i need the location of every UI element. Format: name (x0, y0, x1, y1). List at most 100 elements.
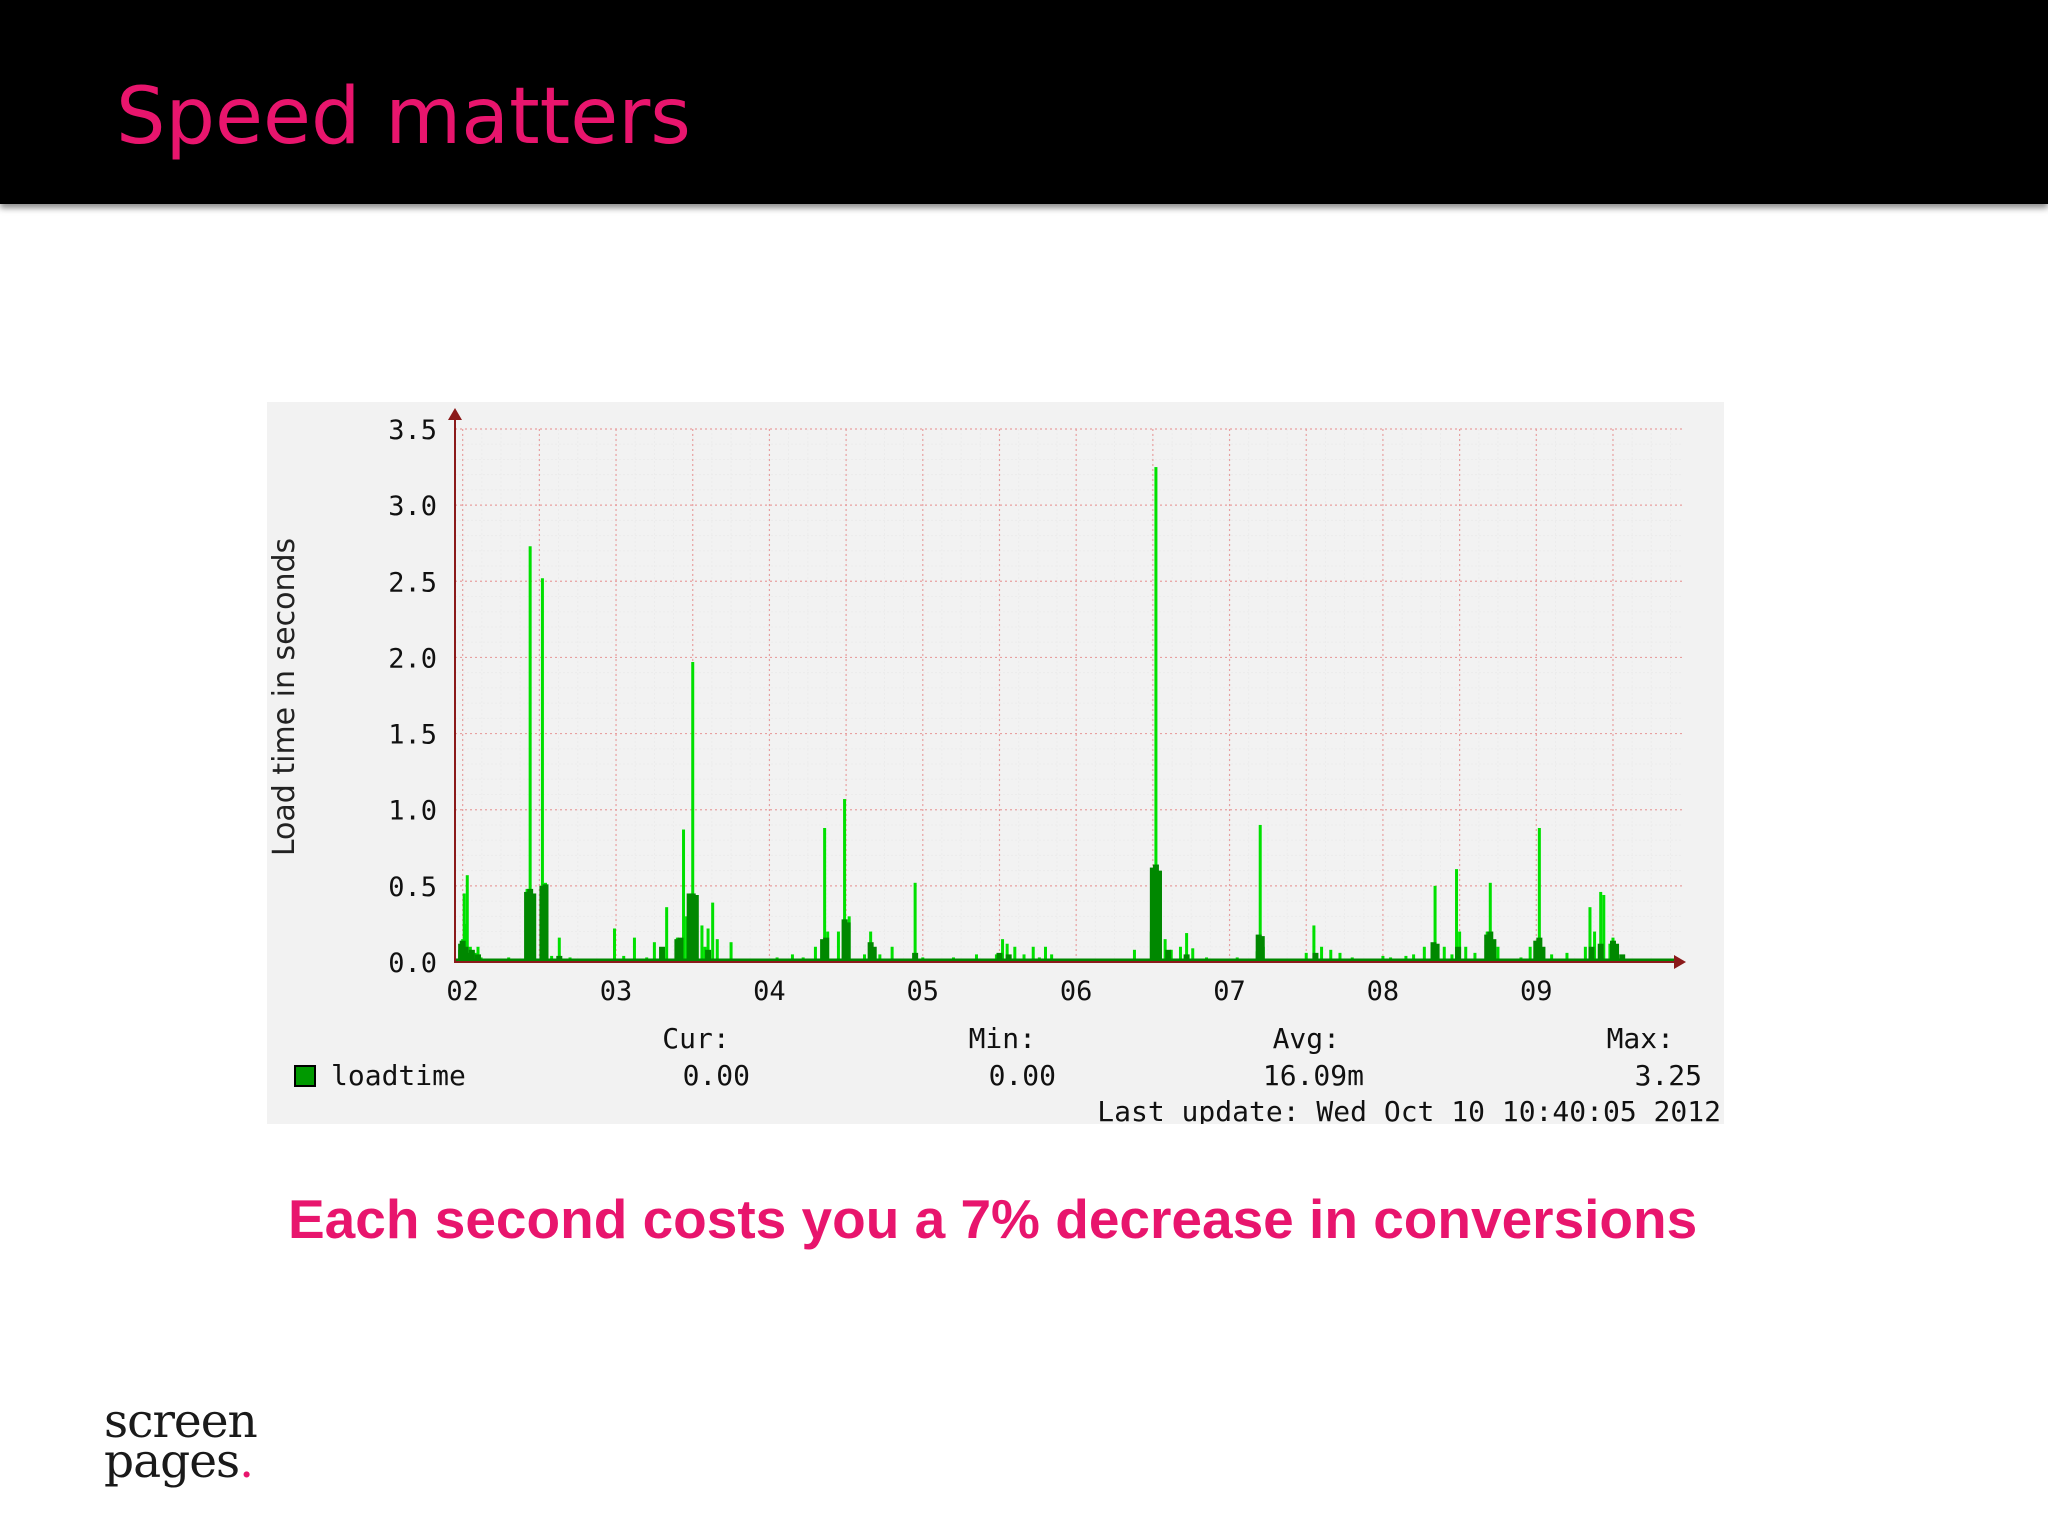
bar-avg (1588, 946, 1595, 962)
bar-avg (524, 891, 531, 962)
bar-avg (1165, 949, 1172, 962)
bar-avg (468, 949, 475, 962)
bar-avg (674, 939, 681, 962)
bar-max (465, 875, 469, 962)
legend-series-label: loadtime (331, 1059, 466, 1092)
bar-avg (1609, 940, 1616, 962)
bar-avg (1255, 934, 1262, 962)
stat-cur-value: 0.00 (683, 1059, 750, 1092)
bar-avg (542, 884, 549, 962)
bar-avg (912, 952, 919, 962)
y-tick-label: 0.0 (388, 948, 437, 979)
bar-max (1473, 952, 1477, 962)
bar-max (1178, 946, 1182, 962)
bar-max (1050, 954, 1054, 962)
bar-avg (1433, 943, 1440, 962)
bar-max (863, 954, 867, 962)
bar-max (1442, 946, 1446, 962)
bar-max (706, 928, 710, 962)
bar-max (1433, 885, 1437, 962)
legend: loadtime Cur: 0.00 Min: 0.00 Avg: 16.09m… (294, 1022, 1721, 1124)
bar-avg (1152, 864, 1159, 962)
bar-max (1043, 946, 1047, 962)
loadtime-chart: 0.0 0.5 1.0 1.5 2.0 2.5 3.0 3.5 02 03 04 05 06 07 08 09… (267, 408, 1721, 1124)
bar-avg (677, 937, 684, 962)
bar-avg (1455, 946, 1462, 962)
chart-panel: 0.0 0.5 1.0 1.5 2.0 2.5 3.0 3.5 02 03 04 05 06 07 08 09… (267, 402, 1724, 1124)
bar-max (557, 937, 561, 962)
bar-avg (1487, 931, 1494, 962)
bar-max (1602, 894, 1606, 962)
bar-max (1488, 882, 1492, 962)
bar-max (1450, 954, 1454, 962)
bar-avg (1005, 954, 1012, 962)
bar-max (1185, 933, 1189, 962)
bar-max (528, 546, 532, 962)
bars-layer (455, 467, 1674, 962)
bar-max (1583, 946, 1587, 962)
bar-avg (1312, 952, 1319, 962)
bar-max (1455, 869, 1459, 962)
bar-max (823, 827, 827, 962)
bar-max (1005, 943, 1009, 962)
bar-avg (823, 937, 830, 962)
bar-avg (1430, 942, 1437, 962)
legend-swatch (294, 1065, 316, 1087)
bar-max (836, 931, 840, 962)
bar-max (790, 954, 794, 962)
bar-max (1464, 946, 1468, 962)
stat-max-label: Max: (1607, 1022, 1674, 1055)
stat-cur-label: Cur: (662, 1022, 729, 1055)
bar-max (1496, 946, 1500, 962)
bar-max (462, 893, 466, 962)
logo-line-2: pages. (104, 1438, 257, 1485)
y-tick-label: 1.5 (388, 720, 437, 751)
bar-max (464, 923, 468, 962)
bar-max (1169, 949, 1173, 962)
bar-max (1412, 954, 1416, 962)
bar-avg (1539, 946, 1546, 962)
bar-max (913, 882, 917, 962)
bar-max (1031, 946, 1035, 962)
stat-avg-value: 16.09m (1263, 1059, 1364, 1092)
bar-max (715, 939, 719, 962)
bar-avg (689, 893, 696, 962)
bar-max (473, 952, 477, 962)
x-tick-label: 04 (753, 976, 786, 1007)
bar-max (994, 954, 998, 962)
bar-avg (465, 952, 472, 962)
y-tick-label: 0.5 (388, 872, 437, 903)
bar-max (613, 928, 617, 962)
bar-max (1191, 948, 1195, 962)
bar-avg (459, 940, 466, 962)
bar-avg (530, 893, 537, 962)
bar-max (813, 946, 817, 962)
logo-dot: . (239, 1434, 254, 1489)
bar-max (665, 907, 669, 962)
bar-max (1258, 824, 1262, 962)
bar-max (703, 946, 707, 962)
slide-title: Speed matters (116, 72, 691, 162)
bar-avg (692, 894, 699, 962)
stat-avg-label: Avg: (1273, 1022, 1340, 1055)
bar-max (843, 799, 847, 962)
stat-min-value: 0.00 (989, 1059, 1056, 1092)
bar-max (1132, 949, 1136, 962)
y-tick-label: 3.5 (388, 415, 437, 446)
grid-layer (455, 428, 1682, 962)
labels-layer: 0.0 0.5 1.0 1.5 2.0 2.5 3.0 3.5 02 03 04 05 06 07 08 09 (388, 415, 1552, 1007)
x-tick-label: 08 (1367, 976, 1400, 1007)
axes-layer (448, 408, 1686, 969)
slide-subtitle: Each second costs you a 7% decrease in c… (288, 1188, 1698, 1250)
x-tick-label: 07 (1213, 976, 1246, 1007)
y-tick-label: 2.0 (388, 643, 437, 674)
bar-avg (1613, 943, 1620, 962)
bar-max (632, 937, 636, 962)
bar-max (1593, 931, 1597, 962)
y-axis-title: Load time in seconds (267, 538, 302, 856)
bar-max (1537, 827, 1541, 962)
bar-max (1329, 949, 1333, 962)
slide-header: Speed matters (0, 0, 2048, 204)
x-tick-label: 05 (907, 976, 940, 1007)
bar-max (1608, 943, 1612, 962)
